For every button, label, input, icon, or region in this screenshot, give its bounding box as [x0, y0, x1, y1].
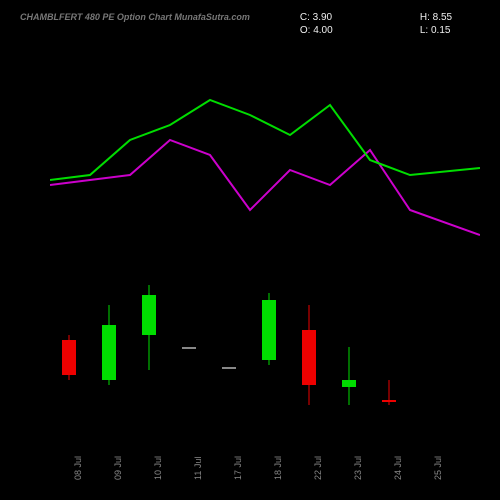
candle-body: [222, 367, 236, 369]
candle-body: [182, 347, 196, 349]
candle-body: [342, 380, 356, 387]
ohlc-block: C: 3.90 H: 8.55 O: 4.00 L: 0.15: [300, 12, 480, 36]
chart-line: [50, 100, 480, 180]
chart-title: CHAMBLFERT 480 PE Option Chart MunafaSut…: [20, 12, 250, 22]
candle-body: [382, 400, 396, 402]
candle-chart-panel: [50, 275, 480, 415]
candle-body: [262, 300, 276, 360]
x-axis-label: 25 Jul: [433, 456, 443, 480]
x-axis-label: 08 Jul: [73, 456, 83, 480]
candle-body: [142, 295, 156, 335]
x-axis-label: 22 Jul: [313, 456, 323, 480]
candle-chart-svg: [50, 275, 480, 415]
candle-body: [62, 340, 76, 375]
candle-body: [102, 325, 116, 380]
x-axis-label: 10 Jul: [153, 456, 163, 480]
x-axis-label: 11 Jul: [193, 457, 203, 480]
candle-body: [302, 330, 316, 385]
low-value: L: 0.15: [420, 25, 480, 36]
line-chart-svg: [50, 80, 480, 260]
line-chart-panel: [50, 80, 480, 260]
x-axis-label: 18 Jul: [273, 456, 283, 480]
chart-header: CHAMBLFERT 480 PE Option Chart MunafaSut…: [20, 12, 480, 36]
x-axis-label: 23 Jul: [353, 456, 363, 480]
x-axis-label: 17 Jul: [233, 456, 243, 480]
x-axis-labels: 08 Jul 09 Jul 10 Jul 11 Jul 17 Jul 18 Jul 22 J…: [50, 440, 480, 490]
x-axis-label: 24 Jul: [393, 456, 403, 480]
x-axis-label: 09 Jul: [113, 456, 123, 480]
close-value: C: 3.90: [300, 12, 360, 23]
open-value: O: 4.00: [300, 25, 360, 36]
high-value: H: 8.55: [420, 12, 480, 23]
